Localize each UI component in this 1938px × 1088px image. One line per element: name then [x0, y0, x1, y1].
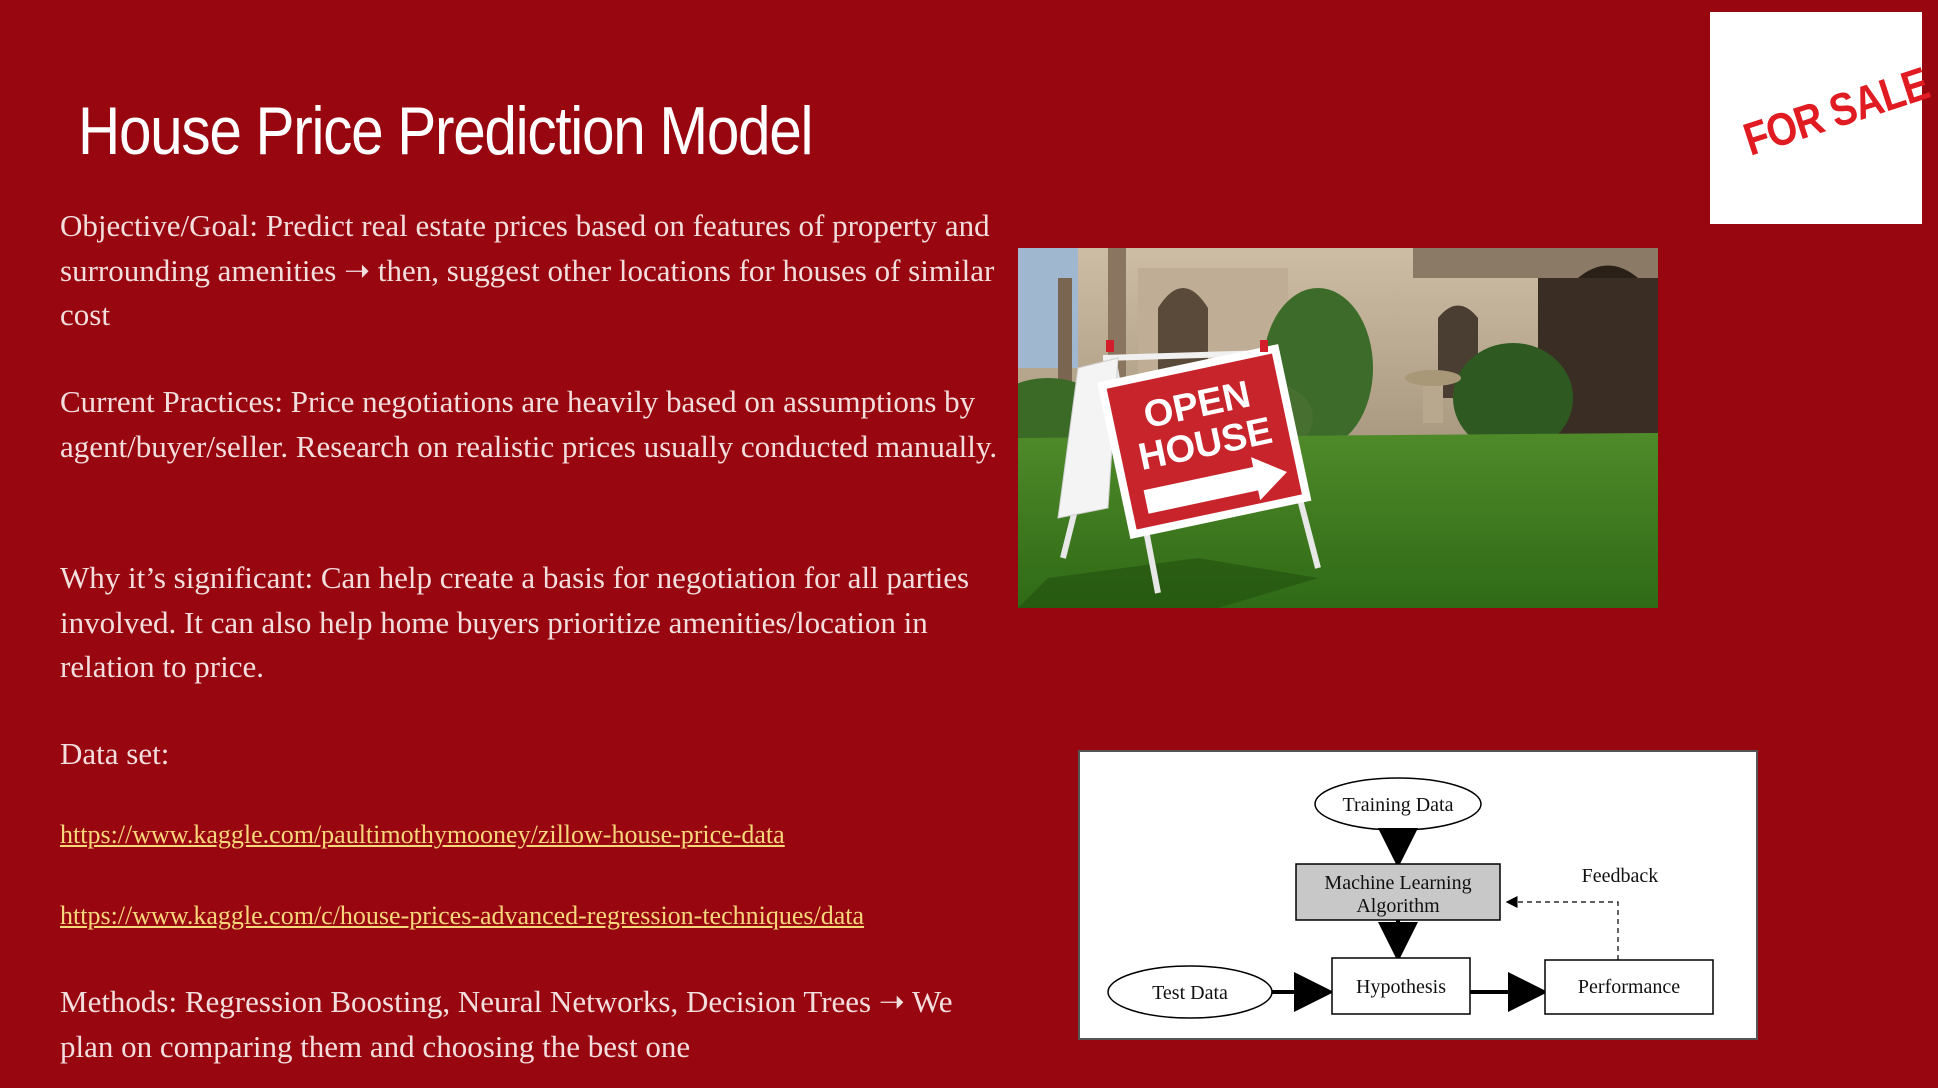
ml-algorithm-node: [1295, 863, 1501, 921]
hypothesis-label: Hypothesis: [1356, 976, 1446, 998]
performance-label: Performance: [1578, 976, 1680, 998]
test-data-label: Test Data: [1152, 982, 1228, 1004]
hypothesis-node: [1331, 957, 1471, 1015]
methods-text: Methods: Regression Boosting, Neural Net…: [60, 984, 953, 1064]
training-data-label: Training Data: [1343, 794, 1454, 816]
dataset-label: Data set:: [60, 736, 170, 771]
feedback-label: Feedback: [1582, 865, 1659, 887]
for-sale-label: FOR SALE: [1737, 56, 1935, 166]
ml-algorithm-label-line2: Algorithm: [1356, 895, 1440, 917]
open-house-photo: OPEN HOUSE: [1018, 248, 1658, 608]
for-sale-image: FOR SALE: [1710, 12, 1935, 224]
performance-node: [1544, 959, 1714, 1015]
dataset-link-kaggle-competition[interactable]: https://www.kaggle.com/c/house-prices-ad…: [60, 901, 865, 930]
current-practices-text: Current Practices: Price negotiations ar…: [60, 384, 998, 464]
ml-workflow-diagram: Training Data Machine Learning Algorithm…: [1078, 750, 1758, 1040]
objective-text: Objective/Goal: Predict real estate pric…: [60, 208, 995, 332]
dataset-link-zillow[interactable]: https://www.kaggle.com/paultimothymooney…: [60, 820, 785, 849]
slide-title: House Price Prediction Model: [78, 93, 814, 169]
arrow-right-icon: [1143, 457, 1287, 514]
significance-text: Why it’s significant: Can help create a …: [60, 560, 970, 684]
ml-algorithm-label-line1: Machine Learning: [1324, 872, 1471, 894]
